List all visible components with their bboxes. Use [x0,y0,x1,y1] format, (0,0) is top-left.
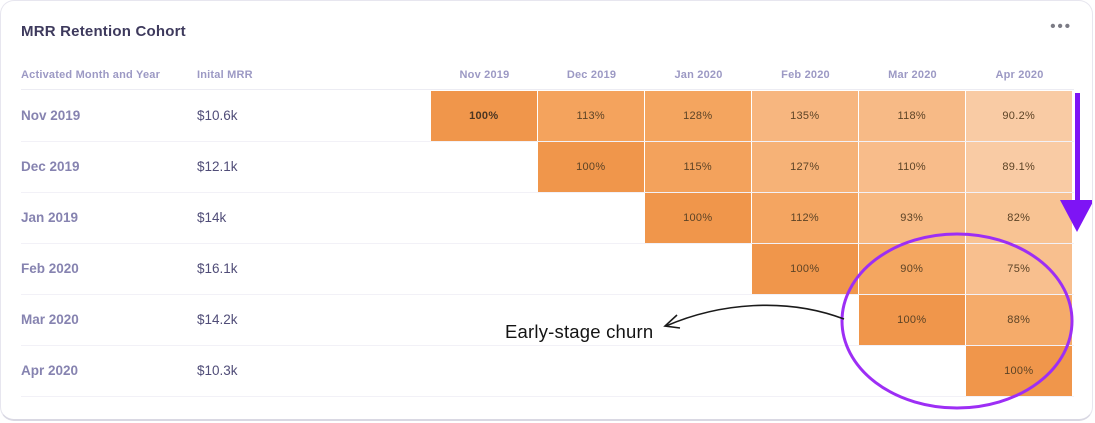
cohort-cell[interactable]: 100% [431,91,537,141]
cohort-cell[interactable]: 93% [859,193,965,243]
row-divider [21,141,1074,142]
cohort-cell[interactable]: 100% [538,142,644,192]
month-header: Apr 2020 [995,69,1044,81]
row-divider [21,243,1074,244]
cohort-cell[interactable]: 118% [859,91,965,141]
cohort-row-mrr: $16.1k [197,261,238,277]
cohort-row-label: Feb 2020 [21,261,79,277]
cohort-cell[interactable]: 112% [752,193,858,243]
cohort-cell[interactable]: 128% [645,91,751,141]
annotation-arrow-icon [663,304,845,329]
activated-month-header: Activated Month and Year [21,69,161,81]
cohort-row-mrr: $10.3k [197,363,238,379]
cohort-cell[interactable]: 90% [859,244,965,294]
cohort-cell[interactable]: 90.2% [966,91,1072,141]
ellipsis-menu-icon[interactable]: ••• [1050,18,1072,35]
cohort-row-label: Dec 2019 [21,159,80,175]
cohort-cell[interactable]: 100% [752,244,858,294]
cohort-cell[interactable]: 89.1% [966,142,1072,192]
cohort-cell[interactable]: 82% [966,193,1072,243]
cohort-cell[interactable]: 88% [966,295,1072,345]
cohort-row-mrr: $14k [197,210,227,226]
cohort-cell[interactable]: 100% [966,346,1072,396]
cohort-cell[interactable]: 113% [538,91,644,141]
cohort-row-mrr: $12.1k [197,159,238,175]
card-title: MRR Retention Cohort [21,23,186,40]
cohort-cell[interactable]: 110% [859,142,965,192]
header-divider [21,89,1074,90]
row-divider [21,192,1074,193]
month-header: Mar 2020 [888,69,937,81]
cohort-row-label: Mar 2020 [21,312,79,328]
cohort-cell[interactable]: 115% [645,142,751,192]
month-header: Nov 2019 [459,69,510,81]
cohort-cell[interactable]: 100% [645,193,751,243]
cohort-row-label: Nov 2019 [21,108,81,124]
row-divider [21,396,1074,397]
cohort-row-mrr: $14.2k [197,312,238,328]
month-header: Jan 2020 [674,69,723,81]
cohort-cell[interactable]: 75% [966,244,1072,294]
month-header: Dec 2019 [566,69,617,81]
cohort-row-mrr: $10.6k [197,108,238,124]
row-divider [21,345,1074,346]
cohort-cell[interactable]: 127% [752,142,858,192]
month-header: Feb 2020 [781,69,830,81]
cohort-row-label: Jan 2019 [21,210,79,226]
cohort-cell[interactable]: 100% [859,295,965,345]
cohort-row-label: Apr 2020 [21,363,79,379]
annotation-label: Early-stage churn [505,321,654,342]
initial-mrr-header: Inital MRR [197,69,253,81]
cohort-cell[interactable]: 135% [752,91,858,141]
row-divider [21,294,1074,295]
